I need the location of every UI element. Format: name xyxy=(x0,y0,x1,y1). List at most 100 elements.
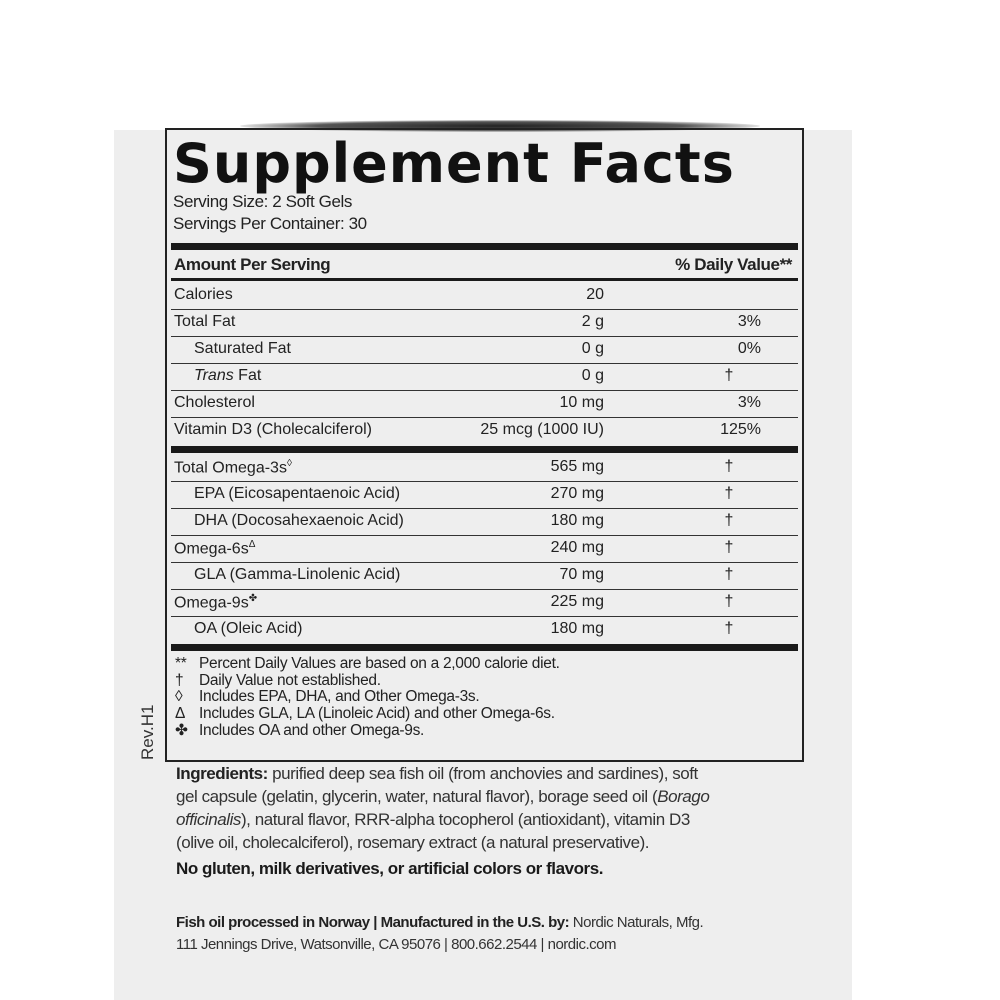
ingredients-text: gel capsule (gelatin, glycerin, water, n… xyxy=(176,787,658,806)
dv-header: % Daily Value** xyxy=(675,255,792,274)
nutrient-amount: 0 g xyxy=(581,367,604,384)
revision-code: Rev.H1 xyxy=(138,704,157,760)
nutrient-name: EPA (Eicosapentaenoic Acid) xyxy=(174,485,400,503)
nutrient-row: Vitamin D3 (Cholecalciferol) 25 mcg (1000… xyxy=(171,418,798,445)
nutrient-name-text: Omega-9s xyxy=(174,594,249,612)
nutrient-row: Omega-6sΔ 240 mg † xyxy=(171,536,798,563)
servings-per-container: Servings Per Container: 30 xyxy=(173,214,367,233)
nutrient-daily-value: 3% xyxy=(737,394,761,411)
footnote: ✤ Includes OA and other Omega-9s. xyxy=(175,721,424,740)
nutrient-name-text: Omega-6s xyxy=(174,540,249,558)
divider xyxy=(171,278,798,281)
nutrient-amount: 565 mg xyxy=(550,458,604,475)
footnote-symbol: Δ xyxy=(175,704,186,722)
footnote-text: Percent Daily Values are based on a 2,00… xyxy=(199,655,560,672)
nutrient-name: OA (Oleic Acid) xyxy=(174,620,302,638)
nutrient-row: GLA (Gamma-Linolenic Acid) 70 mg † xyxy=(171,563,798,590)
nutrient-row: Calories 20 xyxy=(171,283,798,310)
nutrient-amount: 225 mg xyxy=(550,593,604,610)
manufacturer-line: Fish oil processed in Norway | Manufactu… xyxy=(176,914,704,931)
nutrient-row: DHA (Docosahexaenoic Acid) 180 mg † xyxy=(171,509,798,536)
nutrient-name: Trans Fat xyxy=(174,367,261,385)
nutrient-name-text: EPA (Eicosapentaenoic Acid) xyxy=(194,485,401,502)
nutrient-daily-value: † xyxy=(724,512,734,529)
manufacturer-name: Nordic Naturals, Mfg. xyxy=(569,914,704,931)
nutrient-name: Omega-9s✤ xyxy=(174,593,257,612)
nutrient-amount: 20 xyxy=(586,286,604,303)
nutrient-daily-value: † xyxy=(724,566,734,583)
ingredients-text: purified deep sea fish oil (from anchovi… xyxy=(267,764,698,783)
ingredients-line: (olive oil, cholecalciferol), rosemary e… xyxy=(176,833,650,853)
footnote: ** Percent Daily Values are based on a 2,… xyxy=(175,655,560,673)
footnote-text: Includes OA and other Omega-9s. xyxy=(199,722,425,739)
nutrient-row: Saturated Fat 0 g 0% xyxy=(171,337,798,364)
nutrient-amount: 10 mg xyxy=(559,394,604,411)
nutrient-name: Calories xyxy=(174,286,233,304)
nutrient-row: Total Omega-3s◊ 565 mg † xyxy=(171,455,798,482)
nutrient-daily-value: † xyxy=(724,458,734,475)
ingredients-text: Borago xyxy=(657,787,710,806)
nutrient-amount: 25 mcg (1000 IU) xyxy=(480,421,604,438)
nutrient-daily-value: 125% xyxy=(720,421,761,438)
footnote-symbol: ✤ xyxy=(175,722,188,739)
nutrient-name-text: Vitamin D3 (Cholecalciferol) xyxy=(174,421,372,438)
footnote-mark: ✤ xyxy=(248,593,258,604)
thick-divider xyxy=(171,243,798,250)
footnote-symbol: † xyxy=(175,671,184,689)
nutrient-amount: 240 mg xyxy=(550,539,604,556)
ingredients-text: officinalis xyxy=(176,810,241,829)
footnote-symbol: ◊ xyxy=(175,688,183,705)
nutrient-amount: 0 g xyxy=(581,340,604,357)
nutrient-name-text: GLA (Gamma-Linolenic Acid) xyxy=(194,566,401,583)
footnote-symbol: ** xyxy=(175,655,187,672)
nutrient-amount: 180 mg xyxy=(550,512,604,529)
nutrient-daily-value: † xyxy=(724,485,734,502)
ingredients-label: Ingredients: xyxy=(176,764,268,783)
nutrient-name: GLA (Gamma-Linolenic Acid) xyxy=(174,566,400,584)
nutrient-row: OA (Oleic Acid) 180 mg † xyxy=(171,617,798,644)
nutrient-name-text: OA (Oleic Acid) xyxy=(194,620,303,637)
manufacturer-bold: Fish oil processed in Norway | Manufactu… xyxy=(176,914,570,931)
thick-divider xyxy=(171,644,798,651)
footnote-mark: Δ xyxy=(248,539,256,550)
ingredients-text: ), natural flavor, RRR-alpha tocopherol … xyxy=(240,810,690,829)
nutrient-name: Total Omega-3s◊ xyxy=(174,458,292,477)
nutrient-name: DHA (Docosahexaenoic Acid) xyxy=(174,512,404,530)
thick-divider xyxy=(171,446,798,453)
nutrient-row: Total Fat 2 g 3% xyxy=(171,310,798,337)
nutrient-daily-value: 3% xyxy=(737,313,761,330)
nutrient-amount: 70 mg xyxy=(559,566,604,583)
ingredients-line: Ingredients: purified deep sea fish oil … xyxy=(176,764,698,784)
serving-size: Serving Size: 2 Soft Gels xyxy=(173,192,352,211)
nutrient-row: Cholesterol 10 mg 3% xyxy=(171,391,798,418)
nutrient-amount: 2 g xyxy=(581,313,604,330)
nutrient-row: Trans Fat 0 g † xyxy=(171,364,798,391)
nutrient-name-text: Total Omega-3s xyxy=(174,459,287,477)
nutrient-name: Saturated Fat xyxy=(174,340,291,358)
ingredients-text: (olive oil, cholecalciferol), rosemary e… xyxy=(176,833,650,852)
nutrient-name: Omega-6sΔ xyxy=(174,539,255,558)
nutrient-name: Cholesterol xyxy=(174,394,255,412)
footnote: † Daily Value not established. xyxy=(175,672,381,690)
nutrient-name-text: Calories xyxy=(174,286,233,303)
nutrient-name: Total Fat xyxy=(174,313,235,331)
nutrient-daily-value: † xyxy=(724,620,734,637)
nutrient-name: Vitamin D3 (Cholecalciferol) xyxy=(174,421,372,439)
nutrient-daily-value: † xyxy=(724,593,734,610)
nutrient-daily-value: † xyxy=(724,367,734,384)
footnote-mark: ◊ xyxy=(286,458,292,469)
nutrient-name-text: Total Fat xyxy=(174,313,236,330)
free-from-statement: No gluten, milk derivatives, or artifici… xyxy=(176,859,603,878)
ingredients-line: gel capsule (gelatin, glycerin, water, n… xyxy=(176,787,710,807)
nutrient-name-text: Saturated Fat xyxy=(194,340,291,357)
footnote: Δ Includes GLA, LA (Linoleic Acid) and ot… xyxy=(175,705,555,723)
nutrient-name-text: Fat xyxy=(233,367,262,384)
nutrient-row: EPA (Eicosapentaenoic Acid) 270 mg † xyxy=(171,482,798,509)
nutrient-daily-value: † xyxy=(724,539,734,556)
nutrient-amount: 270 mg xyxy=(550,485,604,502)
manufacturer-address: 111 Jennings Drive, Watsonville, CA 9507… xyxy=(176,936,616,953)
nutrient-amount: 180 mg xyxy=(550,620,604,637)
ingredients-line: officinalis), natural flavor, RRR-alpha … xyxy=(176,810,690,830)
nutrient-daily-value: 0% xyxy=(737,340,761,357)
panel-title: Supplement Facts xyxy=(173,132,735,195)
